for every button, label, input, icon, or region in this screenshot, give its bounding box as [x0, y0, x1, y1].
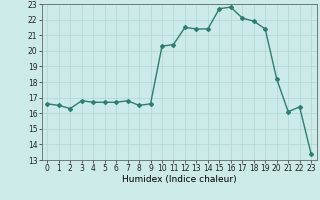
X-axis label: Humidex (Indice chaleur): Humidex (Indice chaleur) [122, 175, 236, 184]
